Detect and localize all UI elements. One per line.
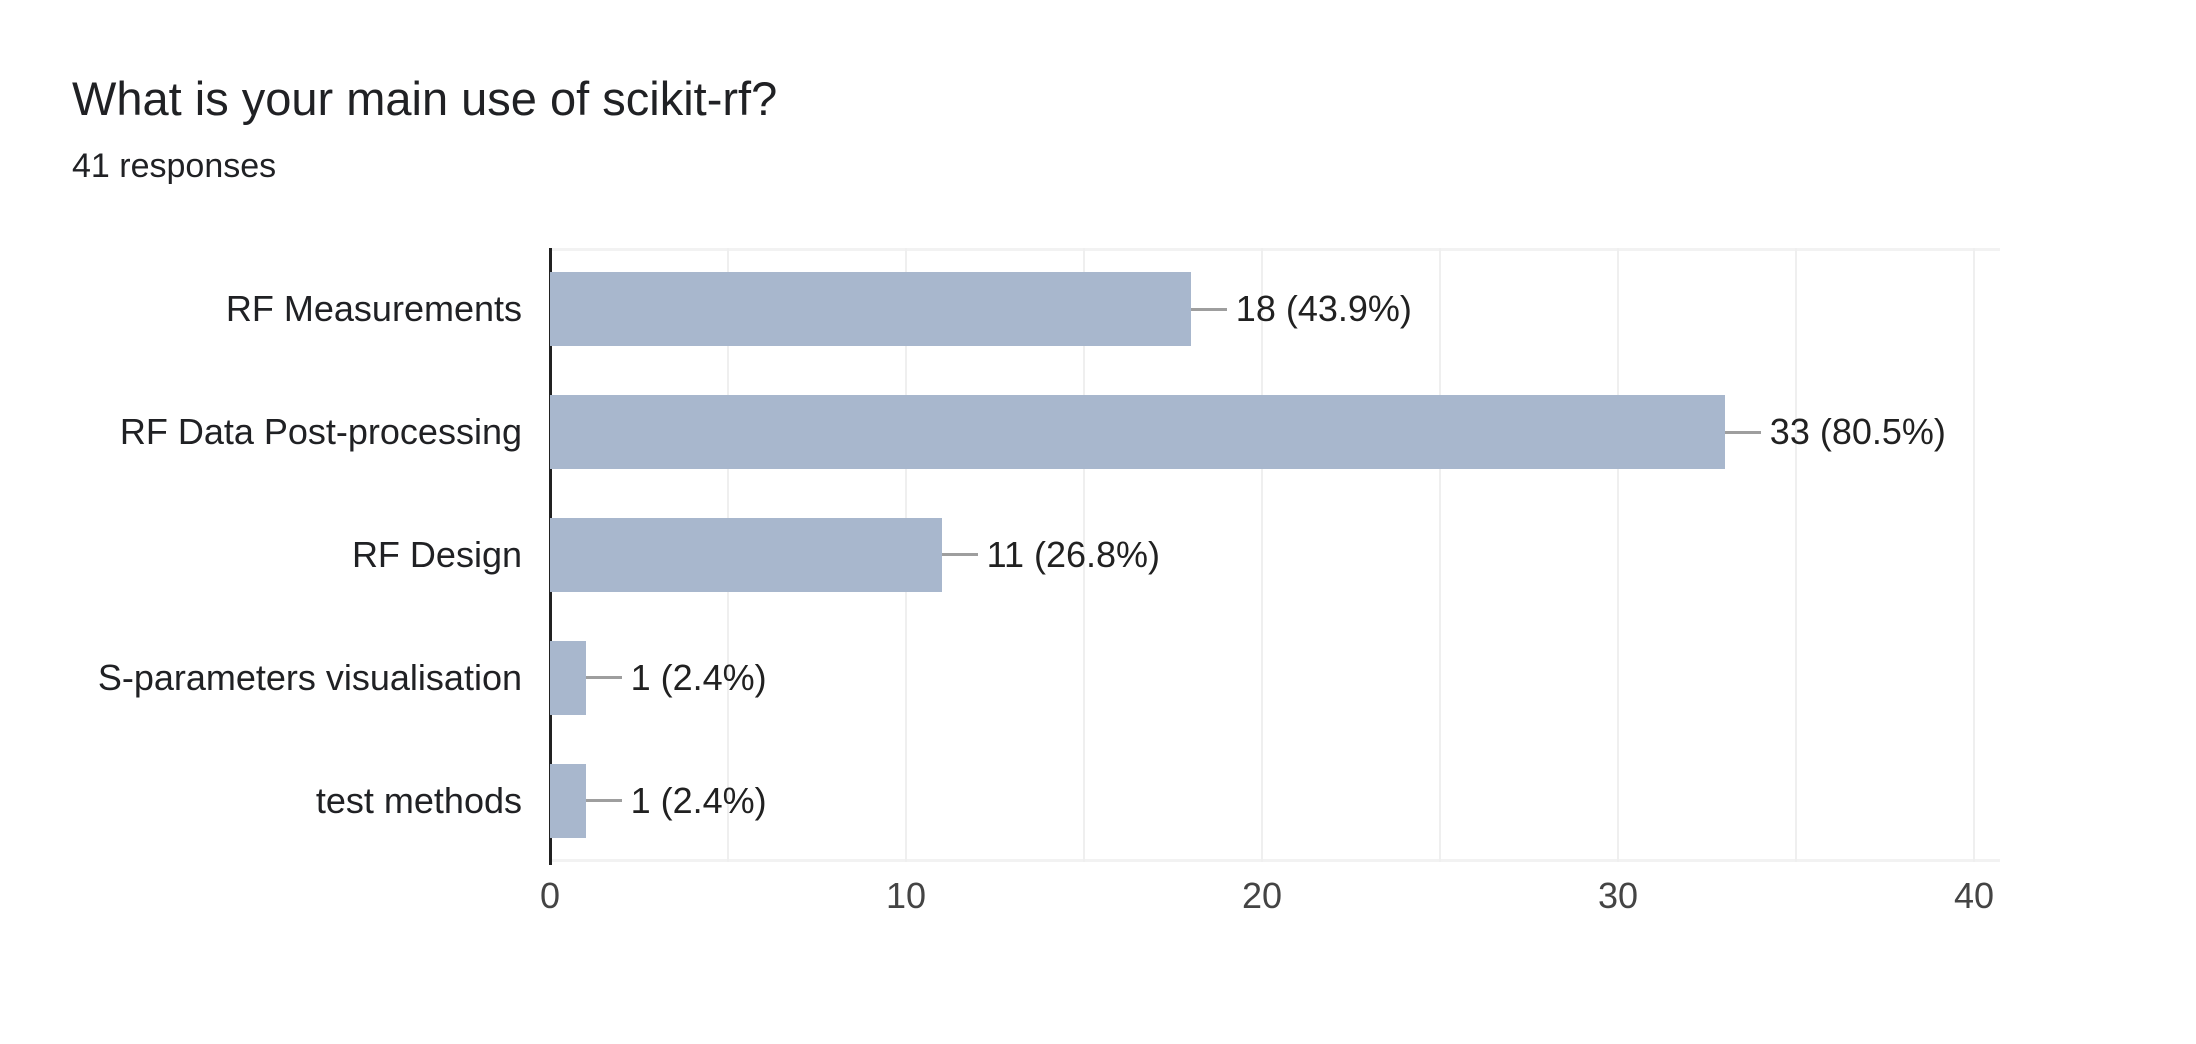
gridline: [1083, 248, 1085, 862]
x-axis: 0 10 20 30 40: [540, 875, 2000, 922]
category-label: RF Design: [351, 534, 522, 575]
bar-connector: [585, 799, 622, 803]
x-tick-label: 30: [1597, 875, 1639, 916]
bar-row: 11 (26.8%): [550, 494, 2000, 617]
bar-connector: [1724, 430, 1761, 434]
gridline: [1439, 248, 1441, 862]
category-label: test methods: [315, 779, 522, 821]
bar-value-label: 1 (2.4%): [630, 779, 767, 821]
gridline: [1973, 248, 1975, 862]
bar-row: 1 (2.4%): [550, 616, 2000, 739]
bar-row: 18 (43.9%): [550, 248, 2000, 371]
bar[interactable]: [550, 640, 586, 715]
bar-connector: [585, 676, 622, 680]
bar-value-label: 33 (80.5%): [1769, 411, 1946, 453]
category-axis: RF Measurements RF Data Post-processing RF…: [0, 248, 522, 862]
plot-bottom-edge: [550, 859, 2000, 862]
gridline: [1617, 248, 1619, 862]
category-label: S-parameters visualisation: [97, 656, 522, 698]
gridline: [1795, 248, 1797, 862]
x-tick-label: 10: [885, 875, 927, 916]
category-label: RF Data Post-processing: [119, 411, 522, 453]
bar-value-label: 18 (43.9%): [1235, 288, 1412, 330]
bar-row: 33 (80.5%): [550, 371, 2000, 494]
bar[interactable]: [550, 763, 586, 838]
x-tick-label: 20: [1241, 875, 1283, 916]
bar[interactable]: [550, 395, 1725, 470]
bar-connector: [941, 553, 978, 557]
bar[interactable]: [550, 272, 1191, 347]
gridline: [1261, 248, 1263, 862]
chart-title: What is your main use of scikit-rf?: [72, 72, 778, 125]
bar-row: 1 (2.4%): [550, 739, 2000, 862]
bar-value-label: 1 (2.4%): [630, 656, 767, 698]
plot-top-edge: [550, 248, 2000, 251]
response-count: 41 responses: [72, 147, 277, 185]
bar-connector: [1190, 307, 1227, 311]
plot-area: 18 (43.9%) 33 (80.5%) 11 (26.8%) 1 (2.4%) 1 …: [549, 248, 2000, 865]
x-tick-label: 40: [1953, 875, 1995, 916]
x-tick-label: 0: [539, 875, 561, 916]
bar-value-label: 11 (26.8%): [986, 533, 1161, 575]
bar[interactable]: [550, 517, 942, 592]
category-label: RF Measurements: [225, 288, 522, 330]
